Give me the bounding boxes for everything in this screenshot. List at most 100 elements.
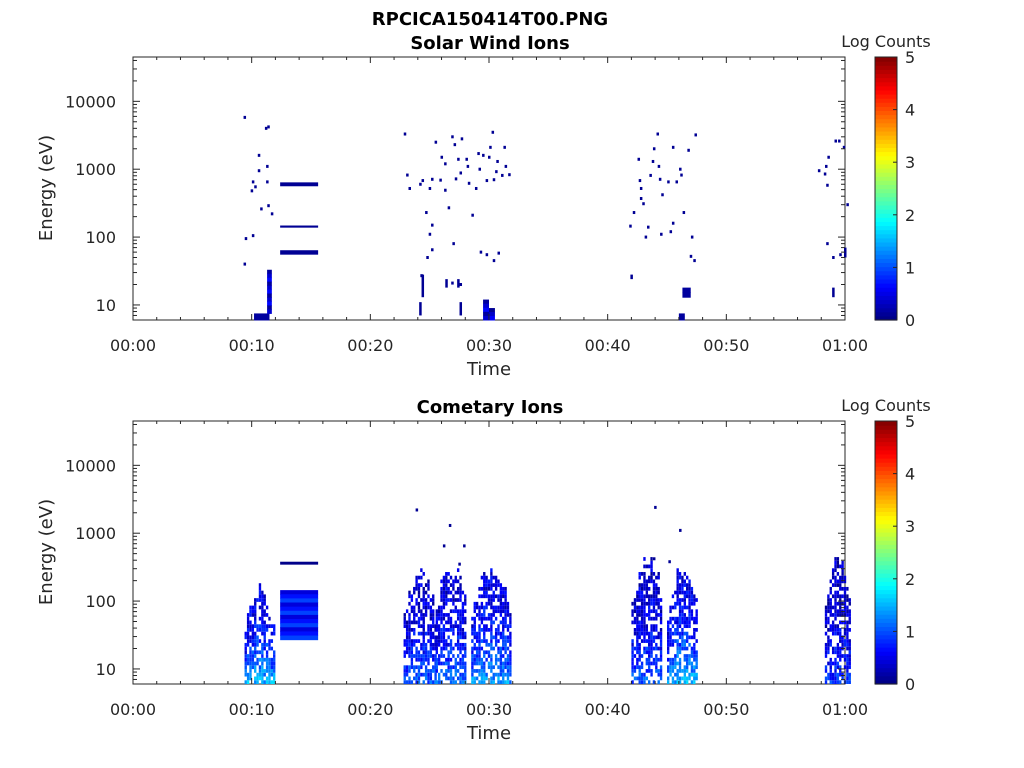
- spectrogram-cell: [638, 642, 641, 647]
- spectrogram-cell: [645, 613, 649, 617]
- spectrogram-cell: [506, 628, 510, 632]
- spectrogram-cell: [831, 661, 835, 666]
- colorbar-swatch: [875, 118, 897, 124]
- spectrogram-cell: [273, 654, 276, 658]
- spectrogram-cell: [695, 672, 698, 677]
- spectrogram-cell: [671, 669, 675, 673]
- spectrogram-cell: [459, 672, 462, 677]
- spectrogram-cell: [490, 642, 493, 647]
- spectrogram-cell: [440, 628, 443, 632]
- colorbar-swatch: [875, 167, 897, 173]
- y-axis-label: Energy (eV): [36, 135, 57, 241]
- spectrogram-cell: [629, 224, 632, 228]
- spectrogram-cell: [848, 601, 851, 606]
- spectrogram-cell: [839, 594, 842, 599]
- spectrogram-cell: [667, 628, 670, 632]
- spectrogram-cell: [659, 676, 663, 681]
- spectrogram-cell: [434, 654, 437, 658]
- spectrogram-cell: [509, 650, 512, 655]
- spectrogram-cell: [273, 631, 276, 636]
- spectrogram-cell: [440, 155, 444, 159]
- spectrogram-cell: [244, 650, 247, 655]
- colorbar-swatch: [875, 482, 897, 488]
- spectrogram-cell: [485, 579, 488, 584]
- spectrogram-cell: [490, 586, 493, 591]
- spectrogram-cell: [667, 639, 670, 643]
- spectrogram-cell: [676, 669, 679, 673]
- spectrogram-cell: [506, 657, 510, 662]
- spectrogram-cell: [445, 579, 448, 584]
- spectrogram-cell: [268, 665, 271, 670]
- spectrogram-cell: [836, 590, 840, 595]
- spectrogram-cell: [676, 572, 679, 576]
- colorbar-swatch: [875, 250, 897, 255]
- spectrogram-cell: [475, 639, 479, 643]
- spectrogram-cell: [636, 590, 639, 595]
- spectrogram-cell: [459, 646, 462, 651]
- spectrogram-cell: [650, 572, 653, 576]
- spectrogram-cell: [437, 624, 441, 629]
- spectrogram-cell: [473, 609, 476, 614]
- spectrogram-cell: [461, 631, 465, 636]
- spectrogram-cell: [824, 613, 828, 617]
- spectrogram-cell: [490, 661, 493, 666]
- spectrogram-cell: [652, 635, 656, 640]
- spectrogram-cell: [435, 609, 438, 614]
- spectrogram-cell: [449, 650, 453, 655]
- spectrogram-cell: [405, 631, 409, 636]
- spectrogram-cell: [452, 665, 455, 670]
- spectrogram-cell: [633, 628, 637, 632]
- spectrogram-cell: [659, 609, 663, 614]
- spectrogram-cell: [410, 646, 414, 651]
- spectrogram-cell: [459, 586, 462, 591]
- spectrogram-cell: [480, 657, 484, 662]
- spectrogram-cell: [273, 661, 276, 666]
- spectrogram-cell: [435, 620, 438, 625]
- colorbar-swatch: [875, 663, 897, 669]
- spectrogram-cell: [461, 676, 465, 681]
- colorbar-swatch: [875, 601, 897, 607]
- spectrogram-cell: [848, 654, 851, 658]
- spectrogram-cell: [490, 624, 493, 629]
- spectrogram-cell: [655, 624, 658, 629]
- spectrogram-cell: [427, 605, 430, 610]
- spectrogram-cell: [674, 605, 677, 610]
- spectrogram-cell: [261, 620, 264, 625]
- spectrogram-cell: [832, 256, 835, 260]
- spectrogram-cell: [434, 646, 437, 651]
- spectrogram-cell: [251, 234, 255, 238]
- spectrogram-cell: [435, 642, 438, 647]
- spectrogram-cell: [669, 672, 672, 677]
- spectrogram-cell: [453, 143, 457, 147]
- spectrogram-cell: [442, 613, 446, 617]
- spectrogram-cell: [839, 609, 842, 614]
- spectrogram-cell: [633, 665, 637, 670]
- spectrogram-cell: [490, 635, 493, 640]
- spectrogram-cell: [638, 594, 641, 599]
- spectrogram-cell: [417, 669, 421, 673]
- spectrogram-cell: [403, 642, 406, 647]
- y-axis-label: Energy (eV): [36, 499, 57, 605]
- spectrogram-cell: [487, 586, 491, 591]
- spectrogram-cell: [499, 669, 503, 673]
- y-tick-label: 10000: [65, 456, 116, 475]
- spectrogram-cell: [669, 661, 672, 666]
- spectrogram-cell: [652, 598, 656, 602]
- colorbar-tick-label: 2: [905, 570, 915, 589]
- spectrogram-cell: [494, 575, 498, 580]
- spectrogram-cell: [492, 672, 495, 677]
- spectrogram-cell: [681, 605, 684, 610]
- spectrogram-cell: [408, 635, 411, 640]
- spectrogram-cell: [643, 583, 646, 587]
- spectrogram-cell: [650, 616, 653, 621]
- spectrogram-cell: [683, 624, 686, 629]
- spectrogram-cell: [681, 669, 684, 673]
- spectrogram-cell: [456, 646, 460, 651]
- spectrogram-cell: [492, 635, 495, 640]
- spectrogram-cell: [463, 544, 466, 548]
- spectrogram-cell: [417, 609, 421, 614]
- spectrogram-cell: [448, 523, 452, 527]
- spectrogram-cell: [459, 642, 462, 647]
